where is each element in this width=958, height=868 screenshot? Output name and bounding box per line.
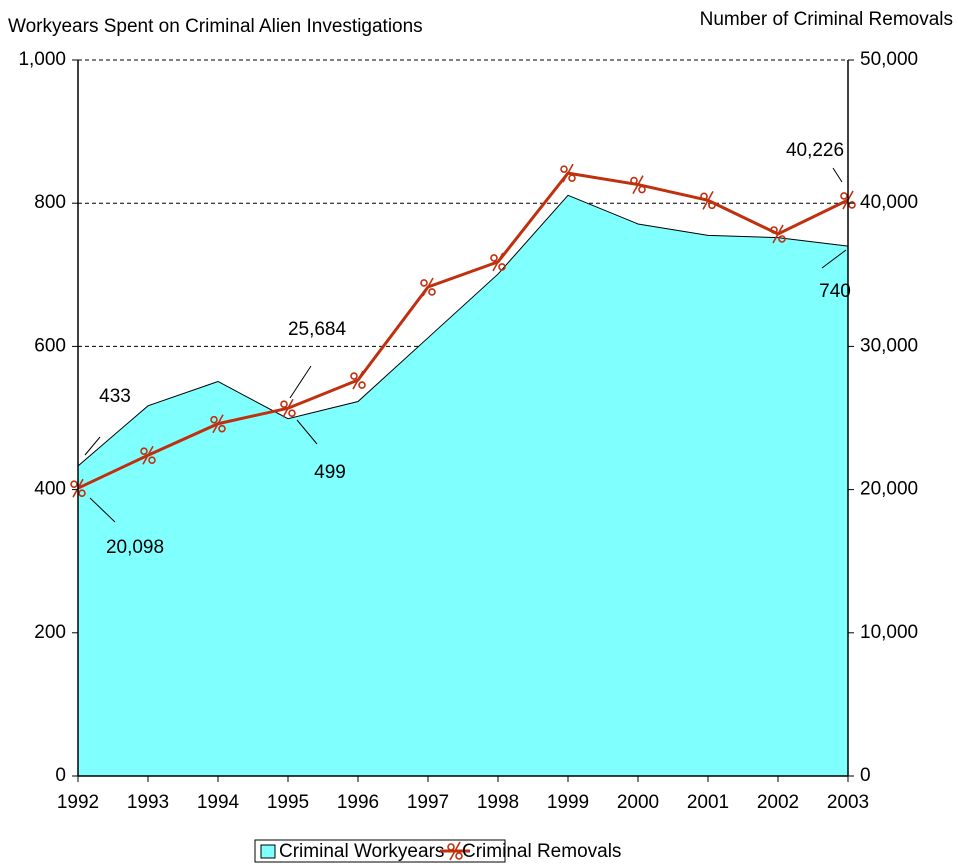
marker-part xyxy=(352,370,364,390)
marker-part xyxy=(282,398,294,418)
label-leader xyxy=(289,365,312,399)
legend-box xyxy=(254,839,506,863)
data-label: 20,098 xyxy=(106,537,164,558)
legend-label: Criminal Workyears xyxy=(279,841,444,862)
x-tick-label: 1996 xyxy=(337,792,379,813)
marker xyxy=(840,190,856,210)
data-label: 740 xyxy=(819,281,851,302)
y2-tick-label: 50,000 xyxy=(860,49,918,70)
marker-part xyxy=(630,176,638,185)
y-tick-label: 400 xyxy=(34,479,66,500)
marker xyxy=(140,445,156,465)
x-tick-label: 2003 xyxy=(827,792,869,813)
marker-part xyxy=(350,372,358,380)
x-tick-label: 1994 xyxy=(197,792,240,813)
label-leader xyxy=(296,419,318,445)
marker-part xyxy=(702,190,714,210)
marker-part xyxy=(708,201,716,210)
y2-tick-label: 10,000 xyxy=(860,622,918,643)
marker-part xyxy=(70,480,78,488)
line xyxy=(77,171,849,490)
label-leader xyxy=(821,249,847,269)
y-tick-label: 0 xyxy=(55,765,66,786)
marker-part xyxy=(288,409,296,418)
x-tick-label: 1998 xyxy=(477,792,519,813)
y-tick-label: 600 xyxy=(34,335,66,356)
marker-part xyxy=(210,415,218,424)
marker xyxy=(700,190,716,210)
marker xyxy=(420,277,436,297)
y2-tick-label: 0 xyxy=(860,765,871,786)
marker-part xyxy=(632,175,644,194)
marker-part xyxy=(492,252,504,272)
marker-part xyxy=(778,235,786,243)
label-leader xyxy=(84,436,101,456)
marker-part xyxy=(280,400,288,409)
legend-label: Criminal Removals xyxy=(462,841,621,862)
marker-part xyxy=(78,489,86,497)
x-tick-label: 1992 xyxy=(57,792,99,813)
marker-part xyxy=(560,165,568,173)
x-tick-label: 1993 xyxy=(127,792,169,813)
x-tick-label: 2002 xyxy=(757,792,799,813)
data-label: 25,684 xyxy=(288,319,347,340)
y-axis-title: Workyears Spent on Criminal Alien Invest… xyxy=(8,16,423,37)
area-edge xyxy=(77,194,849,467)
marker-part xyxy=(449,841,461,861)
marker-part xyxy=(422,277,434,297)
marker-part xyxy=(700,192,708,201)
y-tick-label: 1,000 xyxy=(18,49,66,70)
marker-part xyxy=(840,192,848,200)
area xyxy=(78,195,848,777)
y2-tick-label: 30,000 xyxy=(860,335,918,356)
marker xyxy=(490,252,506,272)
y-tick-label: 200 xyxy=(34,622,66,643)
legend-swatch xyxy=(260,844,276,859)
y-tick-label: 800 xyxy=(34,192,66,213)
y2-axis-title: Number of Criminal Removals xyxy=(700,9,953,30)
marker-part xyxy=(568,174,576,182)
marker xyxy=(560,163,576,183)
marker-part xyxy=(358,381,366,389)
marker-part xyxy=(212,414,224,434)
marker-part xyxy=(455,852,463,860)
marker-part xyxy=(770,226,778,234)
x-tick-label: 2001 xyxy=(687,792,729,813)
marker xyxy=(770,224,786,244)
label-leader xyxy=(89,497,116,523)
x-tick-label: 2000 xyxy=(617,792,659,813)
data-label: 433 xyxy=(99,386,131,407)
x-tick-label: 1995 xyxy=(267,792,309,813)
marker-part xyxy=(148,456,156,465)
label-leader xyxy=(832,167,843,183)
data-label: 40,226 xyxy=(786,140,844,161)
marker-part xyxy=(218,424,226,433)
marker xyxy=(210,414,226,434)
marker xyxy=(350,370,366,390)
data-label: 499 xyxy=(314,462,346,483)
marker xyxy=(447,841,463,861)
x-tick-label: 1997 xyxy=(407,792,449,813)
marker-part xyxy=(848,201,856,209)
y2-tick-label: 20,000 xyxy=(860,479,918,500)
marker-part xyxy=(772,224,784,244)
marker-part xyxy=(490,254,498,262)
marker-part xyxy=(140,447,148,456)
marker-part xyxy=(447,843,455,851)
marker-part xyxy=(562,163,574,183)
marker-part xyxy=(428,288,436,296)
marker-part xyxy=(142,445,154,465)
marker-part xyxy=(498,263,506,271)
marker-part xyxy=(638,185,646,194)
marker-part xyxy=(420,279,428,287)
x-tick-label: 1999 xyxy=(547,792,589,813)
y2-tick-label: 40,000 xyxy=(860,192,918,213)
marker xyxy=(280,398,296,418)
marker xyxy=(630,175,646,194)
